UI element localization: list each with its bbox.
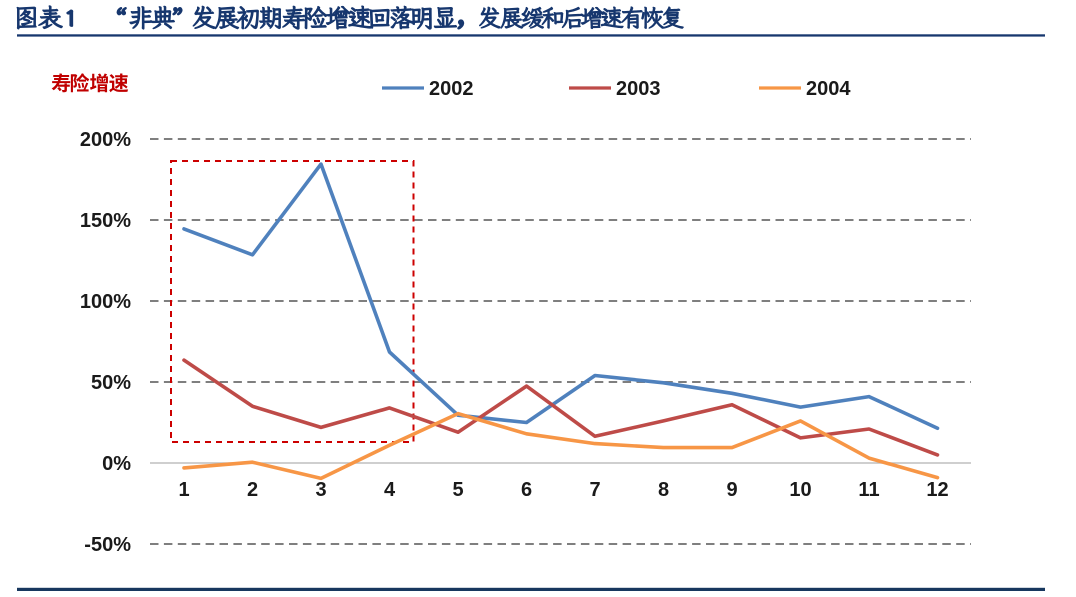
svg-text:7: 7 [589, 479, 600, 501]
svg-text:9: 9 [726, 479, 737, 501]
svg-text:2: 2 [247, 479, 258, 501]
svg-text:2004: 2004 [806, 78, 851, 100]
svg-text:8: 8 [658, 479, 669, 501]
svg-text:12: 12 [926, 479, 948, 501]
svg-text:2003: 2003 [616, 78, 661, 100]
svg-text:1: 1 [178, 479, 189, 501]
svg-text:3: 3 [315, 479, 326, 501]
svg-text:-50%: -50% [84, 534, 131, 556]
svg-text:4: 4 [384, 479, 396, 501]
svg-text:50%: 50% [91, 372, 131, 394]
svg-text:5: 5 [452, 479, 463, 501]
svg-text:200%: 200% [80, 129, 131, 151]
svg-text:0%: 0% [102, 453, 131, 475]
svg-text:2002: 2002 [429, 78, 474, 100]
svg-text:100%: 100% [80, 291, 131, 313]
svg-text:150%: 150% [80, 210, 131, 232]
svg-text:6: 6 [521, 479, 532, 501]
svg-text:11: 11 [858, 479, 879, 501]
svg-text:10: 10 [789, 479, 811, 501]
